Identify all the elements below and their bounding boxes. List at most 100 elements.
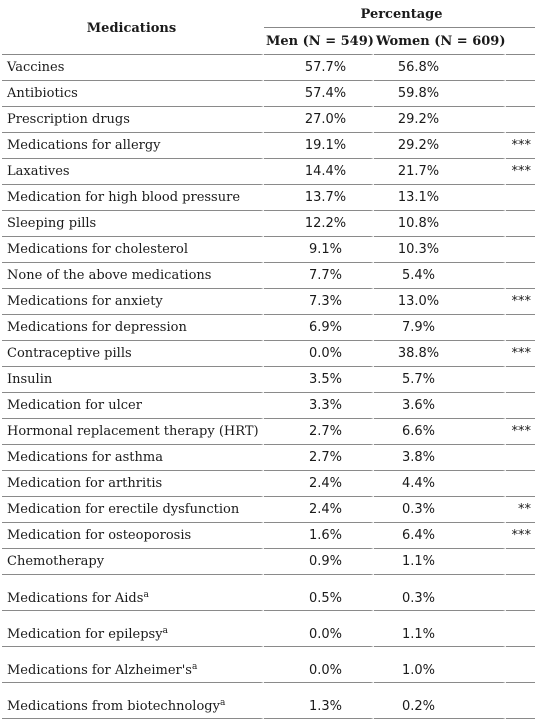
medication-name: Sleeping pills bbox=[2, 211, 264, 237]
significance-marker bbox=[506, 393, 536, 419]
medication-name-text: Prescription drugs bbox=[7, 112, 130, 127]
significance-marker bbox=[506, 549, 536, 575]
significance-marker bbox=[506, 263, 536, 289]
men-percentage: 3.5% bbox=[264, 367, 374, 393]
medication-name-text: Medications for asthma bbox=[7, 450, 163, 465]
table-row: Insulin 3.5% 5.7% bbox=[2, 367, 536, 393]
men-percentage: 7.3% bbox=[264, 289, 374, 315]
significance-marker: *** bbox=[506, 133, 536, 159]
medication-name-text: Medications from biotechnology bbox=[7, 699, 220, 714]
medication-name-text: Hormonal replacement therapy (HRT) bbox=[7, 424, 259, 439]
men-percentage: 0.5% bbox=[264, 575, 374, 611]
table-row: Medication for osteoporosis 1.6% 6.4% *** bbox=[2, 523, 536, 549]
women-percentage: 13.0% bbox=[374, 289, 506, 315]
men-percentage: 3.3% bbox=[264, 393, 374, 419]
men-percentage: 0.9% bbox=[264, 549, 374, 575]
significance-marker: *** bbox=[506, 341, 536, 367]
women-percentage: 6.6% bbox=[374, 419, 506, 445]
men-header: Men (N = 549) bbox=[264, 28, 374, 55]
table-row: Chemotherapy 0.9% 1.1% bbox=[2, 549, 536, 575]
medication-name: Medications for Aidsa bbox=[2, 575, 264, 611]
percentage-header: Percentage bbox=[264, 2, 536, 28]
significance-marker bbox=[506, 237, 536, 263]
medication-name: Prescription drugs bbox=[2, 107, 264, 133]
significance-marker bbox=[506, 81, 536, 107]
men-percentage: 19.1% bbox=[264, 133, 374, 159]
medication-name: Medication for high blood pressure bbox=[2, 185, 264, 211]
women-percentage: 1.1% bbox=[374, 611, 506, 647]
medication-name-text: Laxatives bbox=[7, 164, 70, 179]
table-row: Medications for Aidsa 0.5% 0.3% bbox=[2, 575, 536, 611]
footnote-marker: a bbox=[143, 590, 149, 600]
women-percentage: 6.4% bbox=[374, 523, 506, 549]
table-row: Medication for erectile dysfunction 2.4% 0… bbox=[2, 497, 536, 523]
table-row: Medications for anxiety 7.3% 13.0% *** bbox=[2, 289, 536, 315]
medication-name: Medication for arthritis bbox=[2, 471, 264, 497]
medication-name: Medications for asthma bbox=[2, 445, 264, 471]
women-percentage: 5.7% bbox=[374, 367, 506, 393]
men-percentage: 0.0% bbox=[264, 341, 374, 367]
medication-name-text: Medications for anxiety bbox=[7, 294, 163, 309]
men-percentage: 0.0% bbox=[264, 611, 374, 647]
medication-name: Medication for erectile dysfunction bbox=[2, 497, 264, 523]
table-row: Laxatives 14.4% 21.7% *** bbox=[2, 159, 536, 185]
table-row: Sleeping pills 12.2% 10.8% bbox=[2, 211, 536, 237]
women-percentage: 0.3% bbox=[374, 575, 506, 611]
women-percentage: 29.2% bbox=[374, 107, 506, 133]
men-percentage: 7.7% bbox=[264, 263, 374, 289]
medication-name: None of the above medications bbox=[2, 263, 264, 289]
medication-name: Medications for anxiety bbox=[2, 289, 264, 315]
men-percentage: 2.4% bbox=[264, 471, 374, 497]
medication-name: Antibiotics bbox=[2, 81, 264, 107]
significance-header bbox=[506, 28, 536, 55]
medication-name-text: None of the above medications bbox=[7, 268, 212, 283]
significance-marker: *** bbox=[506, 159, 536, 185]
medication-name-text: Medication for ulcer bbox=[7, 398, 142, 413]
medication-name-text: Medications for depression bbox=[7, 320, 187, 335]
men-percentage: 57.7% bbox=[264, 55, 374, 81]
medication-name-text: Medication for erectile dysfunction bbox=[7, 502, 240, 517]
medication-name-text: Medications for cholesterol bbox=[7, 242, 189, 257]
footnote-marker: a bbox=[191, 662, 198, 672]
significance-marker bbox=[506, 647, 536, 683]
women-percentage: 21.7% bbox=[374, 159, 506, 185]
significance-marker bbox=[506, 683, 536, 719]
medication-name: Vaccines bbox=[2, 55, 264, 81]
medication-name-text: Medication for osteoporosis bbox=[7, 528, 192, 543]
significance-marker bbox=[506, 445, 536, 471]
significance-marker bbox=[506, 185, 536, 211]
women-percentage: 38.8% bbox=[374, 341, 506, 367]
table-row: Medication for ulcer 3.3% 3.6% bbox=[2, 393, 536, 419]
medication-name-text: Chemotherapy bbox=[7, 554, 105, 569]
men-percentage: 1.6% bbox=[264, 523, 374, 549]
men-percentage: 57.4% bbox=[264, 81, 374, 107]
medication-name-text: Medication for epilepsy bbox=[7, 627, 163, 642]
women-percentage: 4.4% bbox=[374, 471, 506, 497]
medication-name-text: Insulin bbox=[7, 372, 53, 387]
men-percentage: 13.7% bbox=[264, 185, 374, 211]
men-percentage: 1.3% bbox=[264, 683, 374, 719]
medication-name: Medications for Alzheimer'sa bbox=[2, 647, 264, 683]
medication-name: Medications for allergy bbox=[2, 133, 264, 159]
significance-marker bbox=[506, 575, 536, 611]
significance-marker bbox=[506, 367, 536, 393]
table-row: Medications from biotechnologya 1.3% 0.2% bbox=[2, 683, 536, 719]
women-percentage: 29.2% bbox=[374, 133, 506, 159]
table-row: Medication for arthritis 2.4% 4.4% bbox=[2, 471, 536, 497]
footnote-marker: a bbox=[162, 626, 168, 636]
significance-marker bbox=[506, 471, 536, 497]
significance-marker: *** bbox=[506, 419, 536, 445]
men-percentage: 9.1% bbox=[264, 237, 374, 263]
men-percentage: 2.4% bbox=[264, 497, 374, 523]
table-body: Vaccines 57.7% 56.8% Antibiotics 57.4% 59.8% P… bbox=[2, 55, 536, 719]
table-row: Medication for epilepsya 0.0% 1.1% bbox=[2, 611, 536, 647]
table-row: Medications for asthma 2.7% 3.8% bbox=[2, 445, 536, 471]
medication-name-text: Contraceptive pills bbox=[7, 346, 132, 361]
table-row: Contraceptive pills 0.0% 38.8% *** bbox=[2, 341, 536, 367]
women-percentage: 0.3% bbox=[374, 497, 506, 523]
women-percentage: 13.1% bbox=[374, 185, 506, 211]
medication-name: Laxatives bbox=[2, 159, 264, 185]
women-header: Women (N = 609) bbox=[374, 28, 506, 55]
